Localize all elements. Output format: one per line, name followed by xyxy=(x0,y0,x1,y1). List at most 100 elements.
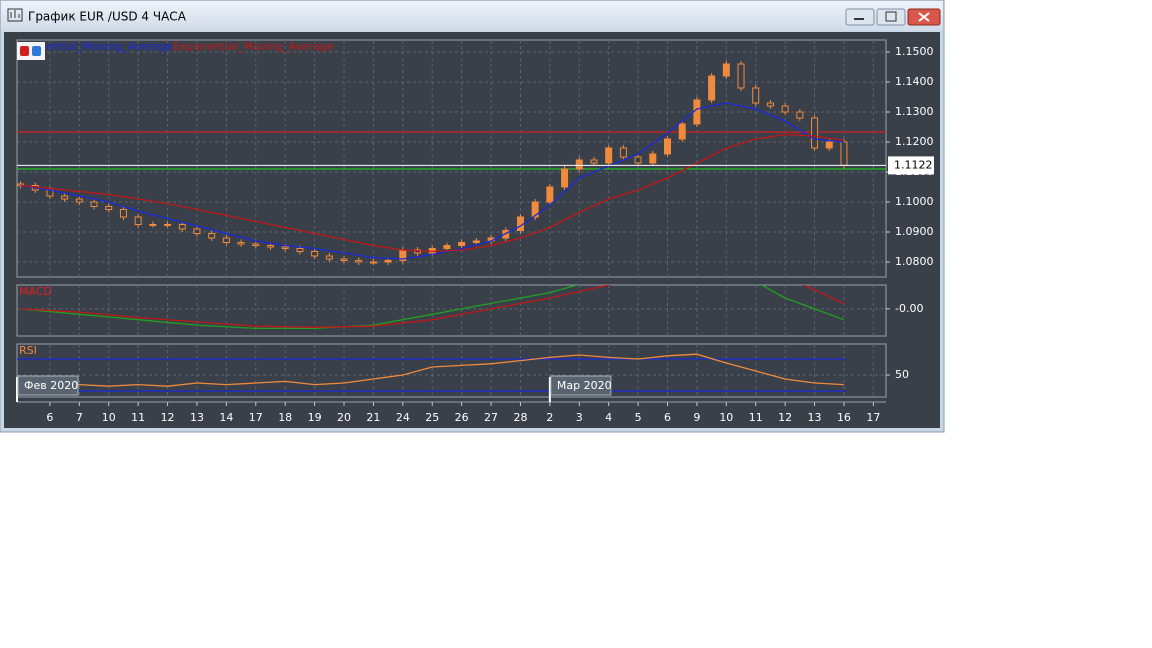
candle-body xyxy=(825,141,833,149)
indicator-line xyxy=(20,285,845,328)
candle-body xyxy=(531,201,539,218)
x-tick-label: 10 xyxy=(102,411,116,424)
legend-entry: ential_Moving_Average xyxy=(46,40,173,53)
y-tick-label: 1.0800 xyxy=(895,255,934,268)
indicator-line xyxy=(20,102,844,260)
indicator-line xyxy=(20,285,845,330)
candle-body xyxy=(340,258,348,261)
candle-body xyxy=(634,156,642,164)
candle-body xyxy=(281,246,289,249)
candle-body xyxy=(75,198,83,203)
x-tick-label: 13 xyxy=(808,411,822,424)
candle-body xyxy=(90,201,98,207)
x-tick-label: 18 xyxy=(278,411,292,424)
candle-body xyxy=(575,159,583,170)
close-button[interactable] xyxy=(907,8,941,26)
candle-body xyxy=(840,141,848,166)
panel-frame xyxy=(16,284,887,337)
x-tick-label: 12 xyxy=(778,411,792,424)
x-tick-label: 13 xyxy=(190,411,204,424)
y-tick-label: 1.1500 xyxy=(895,45,934,58)
x-tick-label: 10 xyxy=(719,411,733,424)
candle-body xyxy=(222,237,230,243)
candle-body xyxy=(737,63,745,89)
panel xyxy=(17,40,886,277)
candle-body xyxy=(252,243,260,246)
candle-body xyxy=(134,216,142,225)
x-tick-label: 25 xyxy=(425,411,439,424)
candle-body xyxy=(796,111,804,119)
candle-body xyxy=(781,105,789,113)
candle-body xyxy=(649,153,657,164)
candle-body xyxy=(766,102,774,107)
candle-body xyxy=(546,186,554,203)
candle-body xyxy=(443,245,451,249)
candle-body xyxy=(752,87,760,104)
x-tick-label: 28 xyxy=(513,411,527,424)
maximize-button[interactable] xyxy=(876,8,906,26)
window-icon xyxy=(7,8,23,22)
y-tick-label: 50 xyxy=(895,368,909,381)
candle-body xyxy=(164,224,172,226)
candle-body xyxy=(811,117,819,149)
x-tick-label: 3 xyxy=(576,411,583,424)
candle-body xyxy=(296,248,304,252)
y-tick-label: 1.1300 xyxy=(895,105,934,118)
x-tick-label: 14 xyxy=(219,411,233,424)
x-tick-label: 24 xyxy=(396,411,410,424)
y-tick-label: 1.0900 xyxy=(895,225,934,238)
x-tick-label: 6 xyxy=(664,411,671,424)
x-tick-label: 2 xyxy=(546,411,553,424)
x-tick-label: 21 xyxy=(366,411,380,424)
candle-body xyxy=(605,147,613,164)
window-title: График EUR /USD 4 ЧАСА xyxy=(28,10,187,24)
candle-body xyxy=(722,63,730,77)
candle-body xyxy=(458,242,466,246)
panel-title: RSI xyxy=(19,344,37,357)
x-tick-label: 6 xyxy=(46,411,53,424)
x-tick-label: 19 xyxy=(308,411,322,424)
last-price-box xyxy=(888,156,934,175)
x-tick-label: 7 xyxy=(76,411,83,424)
legend: ential_Moving_AverageExponential_Moving_… xyxy=(46,40,334,53)
chart-area xyxy=(4,32,940,428)
minimize-button[interactable] xyxy=(845,8,875,26)
x-tick-label: 20 xyxy=(337,411,351,424)
x-tick-label: 5 xyxy=(635,411,642,424)
candle-body xyxy=(708,75,716,101)
indicator-line xyxy=(20,133,844,253)
last-price-label: 1.1122 xyxy=(894,158,933,171)
candle-body xyxy=(311,251,319,257)
candle-body xyxy=(369,261,377,264)
x-tick-label: 4 xyxy=(605,411,612,424)
x-tick-label: 12 xyxy=(161,411,175,424)
candle-body xyxy=(664,138,672,155)
legend-icons xyxy=(17,42,45,60)
x-tick-label: 11 xyxy=(749,411,763,424)
period-box xyxy=(550,375,612,396)
period-label: Фев 2020 xyxy=(24,379,78,392)
y-tick-label: -0.00 xyxy=(895,302,923,315)
candle-body xyxy=(178,224,186,230)
x-tick-label: 27 xyxy=(484,411,498,424)
candle-body xyxy=(208,233,216,239)
candle-body xyxy=(678,123,686,140)
candle-body xyxy=(149,224,157,226)
candle-body xyxy=(384,260,392,263)
candle-body xyxy=(472,240,480,243)
panel xyxy=(17,285,886,336)
candle-body xyxy=(237,242,245,245)
candle-body xyxy=(266,245,274,248)
panel-title: MACD xyxy=(19,285,52,298)
panel xyxy=(17,344,886,397)
y-tick-label: 1.1200 xyxy=(895,135,934,148)
x-tick-label: 9 xyxy=(693,411,700,424)
x-tick-label: 17 xyxy=(866,411,880,424)
x-tick-label: 17 xyxy=(249,411,263,424)
y-tick-label: 1.1400 xyxy=(895,75,934,88)
candle-body xyxy=(105,206,113,210)
x-tick-label: 16 xyxy=(837,411,851,424)
candle-body xyxy=(119,209,127,218)
candle-body xyxy=(590,159,598,164)
